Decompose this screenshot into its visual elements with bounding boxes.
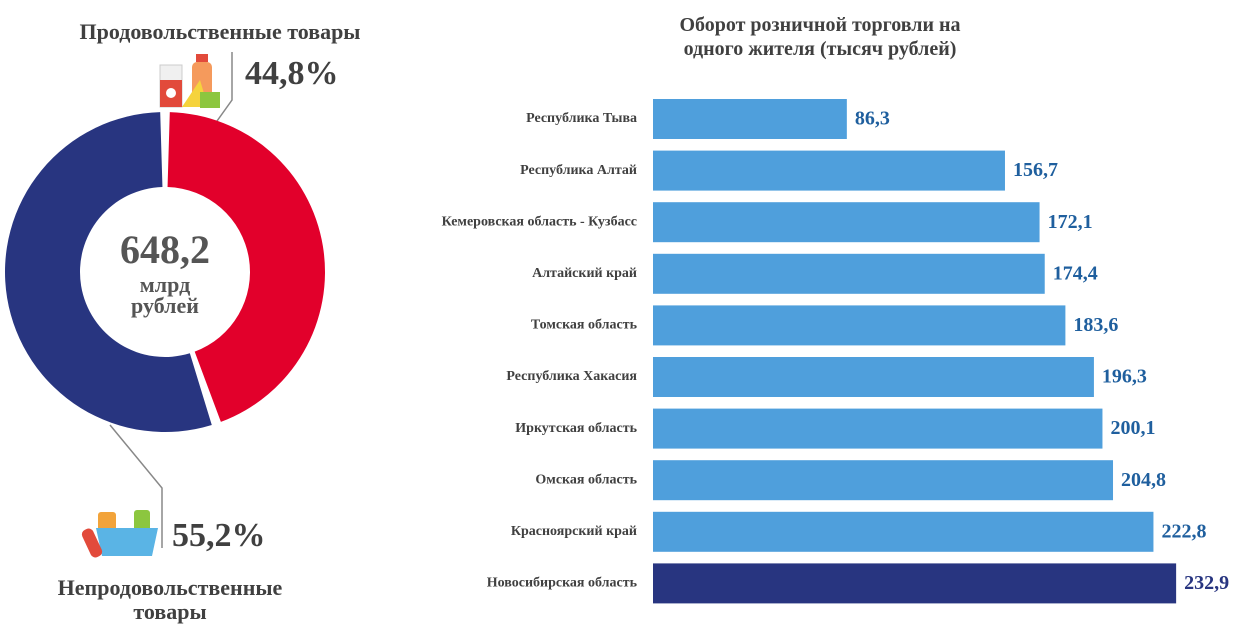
chart: 44,8% 55,2% 648,2млрд рублей Республика Тыв… — [0, 0, 1237, 624]
bar — [653, 151, 1005, 191]
center-unit-box: млрд рублей — [115, 274, 215, 324]
category-label: Республика Хакасия — [506, 369, 637, 384]
value-label: 222,8 — [1161, 520, 1206, 542]
category-label: Новосибирская область — [487, 576, 638, 591]
value-label: 232,9 — [1184, 572, 1229, 594]
category-label: Томская область — [531, 318, 638, 333]
bar — [653, 99, 847, 139]
category-label: Республика Алтай — [520, 163, 637, 178]
bar — [653, 563, 1176, 603]
food-icon — [160, 54, 220, 108]
value-label: 196,3 — [1102, 366, 1147, 388]
bar — [653, 202, 1040, 242]
bar — [653, 512, 1153, 552]
leader-line — [212, 52, 232, 128]
bar — [653, 460, 1113, 500]
value-label: 86,3 — [855, 108, 890, 130]
center-label: 648,2 — [120, 227, 210, 272]
value-label: 156,7 — [1013, 159, 1058, 181]
bar — [653, 409, 1102, 449]
value-label: 183,6 — [1073, 314, 1118, 336]
value-label: 55,2% — [172, 517, 266, 554]
cleaning-icon — [80, 510, 158, 559]
bar — [653, 254, 1045, 294]
category-label: Омская область — [535, 472, 637, 487]
center-unit: млрд рублей — [115, 274, 215, 316]
category-label: Алтайский край — [532, 266, 637, 281]
donut-category-label: Непродовольственные товары — [20, 576, 320, 624]
category-label: Иркутская область — [515, 421, 637, 436]
chart-title: Оборот розничной торговли на одного жите… — [650, 13, 990, 61]
page: 44,8% 55,2% 648,2млрд рублей Республика Тыв… — [0, 0, 1237, 624]
value-label: 44,8% — [245, 55, 339, 92]
bar — [653, 357, 1094, 397]
value-label: 172,1 — [1048, 211, 1093, 233]
category-label: Республика Тыва — [526, 111, 637, 126]
value-label: 174,4 — [1053, 262, 1098, 284]
category-label: Кемеровская область - Кузбасс — [442, 214, 637, 229]
donut-category-label: Продовольственные товары — [40, 20, 400, 44]
value-label: 204,8 — [1121, 469, 1166, 491]
bar — [653, 305, 1065, 345]
category-label: Красноярский край — [511, 524, 637, 539]
value-label: 200,1 — [1110, 417, 1155, 439]
